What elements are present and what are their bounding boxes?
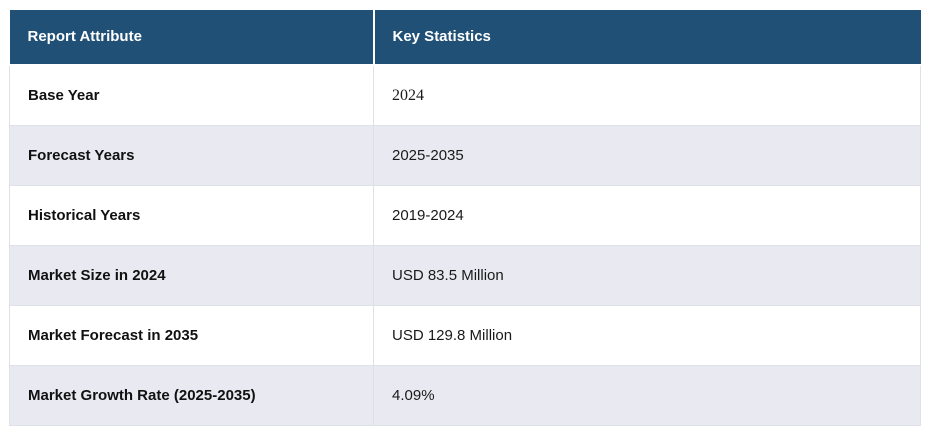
value-cell-market-forecast: USD 129.8 Million bbox=[373, 305, 921, 366]
value-cell-historical-years: 2019-2024 bbox=[373, 185, 921, 246]
attribute-cell-base-year: Base Year bbox=[9, 64, 374, 126]
report-summary-section: Report Attribute Key Statistics Base Yea… bbox=[9, 10, 921, 426]
attribute-cell-market-size: Market Size in 2024 bbox=[9, 245, 374, 306]
attribute-cell-historical-years: Historical Years bbox=[9, 185, 374, 246]
column-header-report-attribute: Report Attribute bbox=[9, 10, 375, 66]
table-body: Base Year 2024 Forecast Years 2025-2035 … bbox=[9, 64, 921, 426]
column-header-key-statistics: Key Statistics bbox=[373, 10, 921, 66]
table-row: Market Forecast in 2035 USD 129.8 Millio… bbox=[9, 305, 921, 366]
table-row: Market Growth Rate (2025-2035) 4.09% bbox=[9, 365, 921, 426]
attribute-cell-market-forecast: Market Forecast in 2035 bbox=[9, 305, 374, 366]
header-row: Report Attribute Key Statistics bbox=[9, 10, 921, 66]
table-row: Forecast Years 2025-2035 bbox=[9, 125, 921, 186]
table-row: Market Size in 2024 USD 83.5 Million bbox=[9, 245, 921, 306]
table-header: Report Attribute Key Statistics bbox=[9, 10, 921, 66]
attribute-cell-forecast-years: Forecast Years bbox=[9, 125, 374, 186]
value-cell-base-year: 2024 bbox=[373, 64, 921, 126]
table-row: Historical Years 2019-2024 bbox=[9, 185, 921, 246]
table-row: Base Year 2024 bbox=[9, 64, 921, 126]
value-cell-forecast-years: 2025-2035 bbox=[373, 125, 921, 186]
report-summary-table: Report Attribute Key Statistics Base Yea… bbox=[9, 10, 921, 426]
value-cell-market-size: USD 83.5 Million bbox=[373, 245, 921, 306]
attribute-cell-growth-rate: Market Growth Rate (2025-2035) bbox=[9, 365, 374, 426]
value-cell-growth-rate: 4.09% bbox=[373, 365, 921, 426]
